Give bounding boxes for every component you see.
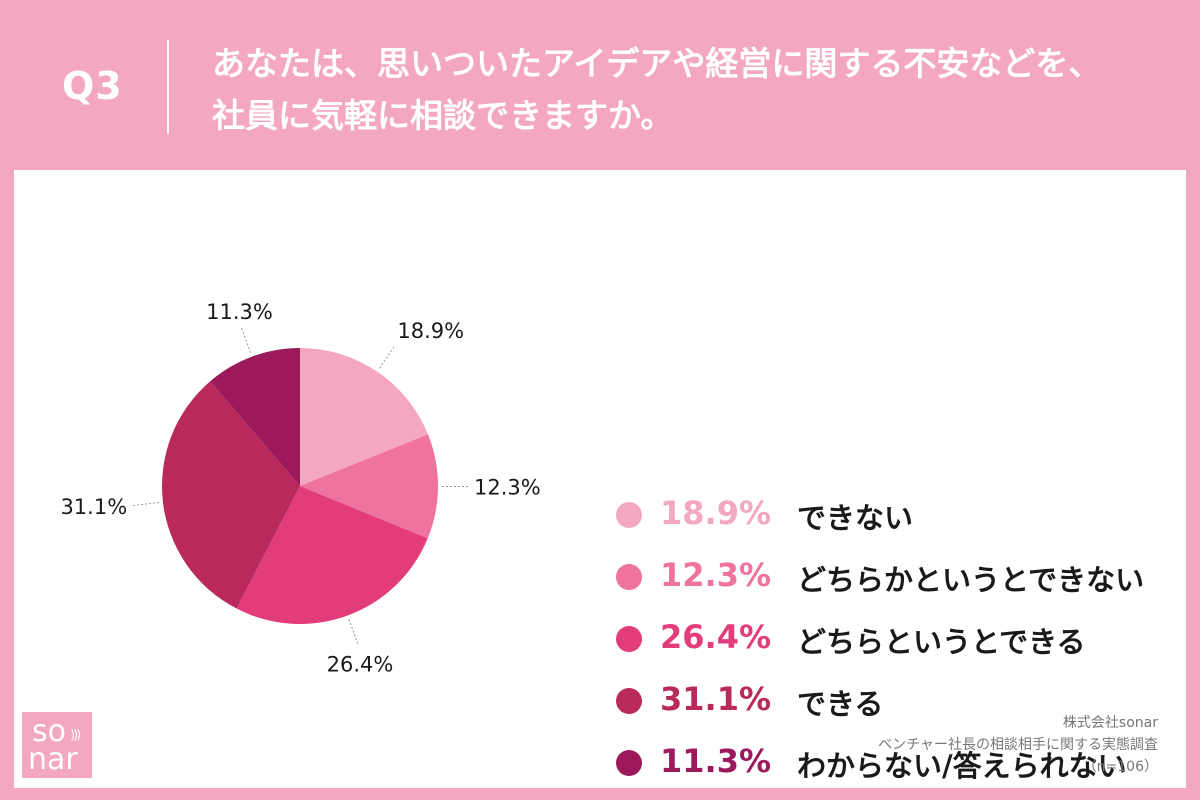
question-title-line-1: あなたは、思いついたアイデアや経営に関する不安などを、 (212, 44, 1102, 83)
legend-item-3: 26.4% どちらというとできる (614, 612, 1174, 674)
question-number: Q3 (62, 64, 123, 108)
pie-label-4: 31.1% (60, 495, 127, 519)
question-header: Q3 あなたは、思いついたアイデアや経営に関する不安などを、 社員に気軽に相談で… (0, 0, 1200, 170)
source-note: 株式会社sonar ベンチャー社長の相談相手に関する実態調査 （n=106） (878, 712, 1158, 778)
pie-slice-1 (300, 348, 428, 486)
leader-line-5 (241, 328, 252, 354)
legend-swatch (616, 626, 642, 652)
legend-percent: 31.1% (660, 680, 772, 718)
legend-percent: 26.4% (660, 618, 772, 656)
legend-label: できる (797, 687, 884, 721)
source-survey: ベンチャー社長の相談相手に関する実態調査 (878, 737, 1158, 753)
legend-label: できない (797, 501, 914, 535)
legend-swatch (616, 688, 642, 714)
leader-line-4 (133, 501, 160, 506)
pie-label-2: 12.3% (474, 476, 541, 500)
pie-slice-3 (236, 486, 428, 624)
chart-legend: 18.9% できない 12.3% どちらかというとできない 26.4% どちらというとでき… (614, 488, 1174, 798)
legend-item-5: 11.3% わからない/答えられない (614, 736, 1174, 798)
pie-chart: 18.9% 12.3% 26.4% 31.1% 11.3% (60, 300, 541, 676)
legend-item-2: 12.3% どちらかというとできない (614, 550, 1174, 612)
logo-waves: ))) (70, 728, 81, 743)
legend-percent: 12.3% (660, 556, 772, 594)
pie-slice-4 (162, 381, 300, 609)
source-company: 株式会社sonar (1062, 715, 1158, 731)
legend-label: どちらかというとできない (797, 563, 1145, 597)
legend-swatch (616, 750, 642, 776)
legend-label: どちらというとできる (797, 625, 1086, 659)
logo-text-bottom: nar (28, 742, 78, 777)
legend-item-1: 18.9% できない (614, 488, 1174, 550)
source-sample: （n=106） (1082, 759, 1158, 775)
pie-label-5: 11.3% (206, 300, 273, 324)
logo-text-top: so (32, 714, 66, 749)
sonar-logo: so ))) nar (22, 712, 92, 778)
legend-swatch (616, 502, 642, 528)
leader-line-1 (379, 346, 395, 369)
chart-panel: 18.9% 12.3% 26.4% 31.1% 11.3% 18.9% できない 12.3%… (14, 170, 1186, 788)
question-title-line-2: 社員に気軽に相談できますか。 (212, 96, 674, 135)
pie-slice-2 (300, 434, 439, 539)
question-title: あなたは、思いついたアイデアや経営に関する不安などを、 社員に気軽に相談できます… (212, 38, 1172, 142)
legend-percent: 11.3% (660, 742, 772, 780)
header-divider (167, 40, 169, 134)
pie-label-1: 18.9% (397, 319, 464, 343)
legend-percent: 18.9% (660, 494, 772, 532)
legend-item-4: 31.1% できる (614, 674, 1174, 736)
pie-label-3: 26.4% (327, 652, 394, 676)
pie-slice-5 (210, 348, 300, 486)
leader-line-3 (348, 619, 359, 644)
legend-label: わからない/答えられない (797, 749, 1127, 783)
legend-swatch (616, 564, 642, 590)
